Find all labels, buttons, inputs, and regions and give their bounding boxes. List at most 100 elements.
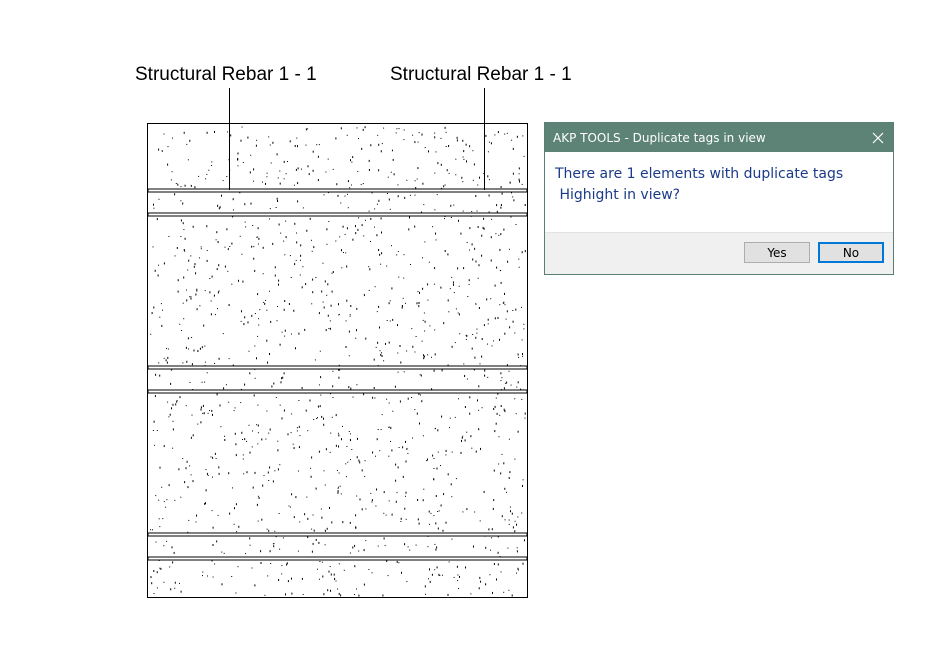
concrete-slab-outline[interactable]: [147, 123, 528, 598]
yes-button[interactable]: Yes: [744, 242, 810, 263]
hatch-dot: [238, 525, 240, 528]
hatch-dot: [189, 465, 191, 467]
hatch-dot: [375, 455, 376, 457]
hatch-dot: [154, 444, 156, 446]
hatch-dot: [266, 410, 268, 412]
hatch-dot: [161, 324, 163, 327]
hatch-dot: [432, 454, 434, 457]
hatch-dot: [253, 246, 255, 248]
hatch-dot: [244, 316, 246, 319]
hatch-dot: [254, 345, 256, 347]
hatch-dot: [163, 357, 165, 359]
hatch-dot: [346, 134, 348, 136]
hatch-dot: [352, 156, 354, 159]
hatch-dot: [210, 313, 212, 316]
hatch-dot: [422, 319, 424, 321]
dialog-titlebar[interactable]: AKP TOOLS - Duplicate tags in view: [545, 123, 893, 152]
hatch-dot: [395, 479, 397, 482]
hatch-dot: [277, 449, 279, 452]
hatch-dot: [328, 221, 330, 222]
no-button[interactable]: No: [818, 242, 884, 263]
hatch-dot: [338, 303, 339, 306]
rebar-tag-2[interactable]: Structural Rebar 1 - 1: [390, 64, 572, 85]
hatch-dot: [195, 293, 197, 296]
hatch-dot: [380, 429, 382, 431]
hatch-dot: [350, 159, 351, 162]
hatch-dot: [246, 440, 248, 442]
hatch-dot: [447, 473, 449, 476]
hatch-dot: [522, 479, 524, 481]
hatch-dot: [207, 575, 208, 577]
hatch-dot: [437, 451, 439, 453]
hatch-dot: [485, 134, 487, 137]
hatch-dot: [464, 439, 466, 442]
hatch-dot: [183, 229, 185, 231]
hatch-dot: [295, 168, 297, 171]
hatch-dot: [514, 520, 516, 522]
hatch-dot: [508, 589, 510, 591]
hatch-dot: [424, 585, 426, 588]
hatch-dot: [158, 362, 160, 364]
hatch-dot: [351, 449, 353, 450]
hatch-dot: [318, 541, 320, 544]
hatch-dot: [283, 240, 285, 242]
hatch-dot: [403, 139, 405, 141]
close-button[interactable]: [863, 123, 893, 152]
hatch-dot: [517, 381, 519, 384]
hatch-dot: [256, 139, 258, 141]
hatch-dot: [156, 571, 158, 574]
rebar-tag-1[interactable]: Structural Rebar 1 - 1: [135, 64, 317, 85]
hatch-dot: [466, 378, 468, 380]
hatch-dot: [330, 304, 332, 307]
rebar-pair-bottom[interactable]: [147, 532, 528, 561]
hatch-dot: [206, 472, 208, 475]
hatch-dot: [464, 406, 466, 408]
hatch-dot: [488, 141, 490, 143]
hatch-dot: [328, 570, 330, 573]
hatch-dot: [403, 129, 405, 131]
hatch-dot: [500, 380, 502, 382]
hatch-dot: [232, 198, 234, 201]
concrete-hatch: [150, 126, 526, 597]
hatch-dot: [180, 330, 182, 331]
rebar-pair-top[interactable]: [147, 188, 528, 217]
hatch-dot: [325, 171, 327, 173]
hatch-dot: [383, 127, 385, 129]
hatch-dot: [256, 424, 258, 426]
hatch-dot: [509, 471, 511, 474]
hatch-dot: [438, 510, 440, 512]
rebar-pair-middle[interactable]: [147, 365, 528, 394]
hatch-dot: [516, 572, 517, 574]
hatch-dot: [262, 484, 264, 487]
hatch-dot: [414, 194, 416, 196]
hatch-dot: [433, 458, 435, 459]
hatch-dot: [257, 227, 259, 230]
hatch-dot: [175, 403, 177, 406]
hatch-dot: [514, 458, 516, 460]
hatch-dot: [470, 593, 472, 595]
hatch-dot: [438, 573, 440, 576]
hatch-dot: [223, 552, 225, 554]
hatch-dot: [284, 254, 286, 256]
hatch-dot: [488, 194, 490, 197]
hatch-dot: [277, 306, 278, 307]
hatch-dot: [249, 372, 251, 375]
hatch-dot: [348, 431, 350, 432]
hatch-dot: [435, 522, 437, 525]
hatch-dot: [261, 438, 263, 441]
hatch-dot: [317, 155, 319, 158]
hatch-dot: [277, 468, 279, 471]
hatch-dot: [477, 184, 479, 186]
hatch-dot: [501, 192, 503, 195]
hatch-dot: [258, 324, 260, 326]
hatch-dot: [243, 323, 245, 326]
hatch-dot: [462, 210, 464, 212]
hatch-dot: [432, 226, 434, 228]
hatch-dot: [231, 283, 233, 285]
hatch-dot: [437, 429, 439, 432]
hatch-dot: [464, 375, 466, 377]
hatch-dot: [297, 550, 299, 552]
hatch-dot: [440, 163, 442, 166]
hatch-dot: [184, 250, 186, 252]
hatch-dot: [204, 381, 206, 383]
